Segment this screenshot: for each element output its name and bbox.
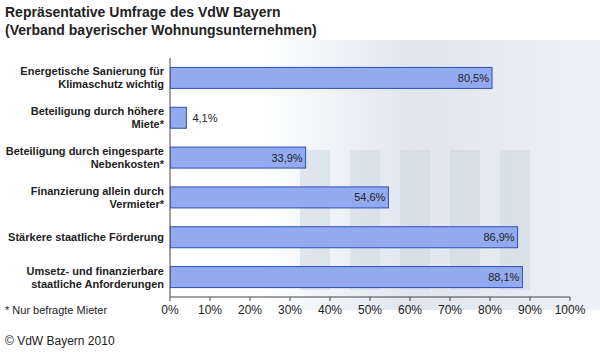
x-tick-label: 10%	[198, 303, 222, 317]
bar	[170, 187, 388, 208]
x-tick-label: 90%	[518, 303, 542, 317]
category-line: staatliche Anforderungen	[31, 278, 164, 290]
category-line: Stärkere staatliche Förderung	[8, 231, 164, 243]
x-tick	[170, 297, 171, 301]
category-line: Nebenkosten*	[91, 158, 165, 170]
category-line: Beteiligung durch höhere	[31, 105, 164, 117]
y-axis-line	[170, 58, 171, 297]
bar	[170, 227, 518, 248]
x-tick	[330, 297, 331, 301]
data-label: 4,1%	[192, 112, 217, 124]
x-tick	[370, 297, 371, 301]
bar	[170, 107, 186, 128]
annotation: * Nur befragte Mieter	[5, 304, 107, 316]
category-line: Klimaschutz wichtig	[58, 78, 164, 90]
x-tick-label: 80%	[478, 303, 502, 317]
category-line: Energetische Sanierung für	[20, 65, 164, 77]
x-tick-label: 0%	[161, 303, 179, 317]
x-tick	[210, 297, 211, 301]
x-axis: 0% 10% 20% 30% 40% 50% 60% 70% 80% 90% 100%	[161, 58, 585, 317]
x-tick-label: 50%	[358, 303, 382, 317]
bars	[170, 67, 522, 287]
category-line: Vermieter*	[110, 198, 165, 210]
category-label: Beteiligung durch höhereMiete*	[31, 105, 165, 130]
x-tick-label: 70%	[438, 303, 462, 317]
x-tick	[250, 297, 251, 301]
data-label: 54,6%	[354, 191, 385, 203]
x-tick	[530, 297, 531, 301]
category-line: Umsetz- und finanzierbare	[26, 265, 164, 277]
bar	[170, 67, 492, 88]
category-label: Beteiligung durch eingesparteNebenkosten…	[6, 145, 165, 170]
x-tick-label: 100%	[555, 303, 586, 317]
labels: Energetische Sanierung fürKlimaschutz wi…	[6, 65, 520, 289]
x-tick	[570, 297, 571, 301]
data-label: 33,9%	[271, 152, 302, 164]
category-line: Beteiligung durch eingesparte	[6, 145, 164, 157]
x-tick	[290, 297, 291, 301]
data-label: 80,5%	[458, 72, 489, 84]
subtitle: (Verband bayerischer Wohnungsunternehmen…	[5, 22, 317, 38]
x-tick	[490, 297, 491, 301]
x-tick-label: 20%	[238, 303, 262, 317]
category-label: Energetische Sanierung fürKlimaschutz wi…	[20, 65, 164, 90]
bar	[170, 267, 522, 288]
bar	[170, 147, 306, 168]
category-label: Stärkere staatliche Förderung	[8, 231, 164, 243]
category-label: Finanzierung allein durchVermieter*	[31, 185, 165, 210]
category-label: Umsetz- und finanzierbarestaatliche Anfo…	[26, 265, 164, 290]
x-tick-label: 60%	[398, 303, 422, 317]
annotation: © VdW Bayern 2010	[5, 334, 115, 348]
title: Repräsentative Umfrage des VdW Bayern	[5, 4, 280, 20]
chart: Repräsentative Umfrage des VdW Bayern (Ve…	[0, 0, 600, 353]
x-tick	[450, 297, 451, 301]
category-line: Finanzierung allein durch	[31, 185, 165, 197]
x-tick	[410, 297, 411, 301]
x-tick-label: 40%	[318, 303, 342, 317]
x-tick-label: 30%	[278, 303, 302, 317]
data-label: 88,1%	[488, 271, 519, 283]
category-line: Miete*	[132, 118, 165, 130]
data-label: 86,9%	[483, 231, 514, 243]
